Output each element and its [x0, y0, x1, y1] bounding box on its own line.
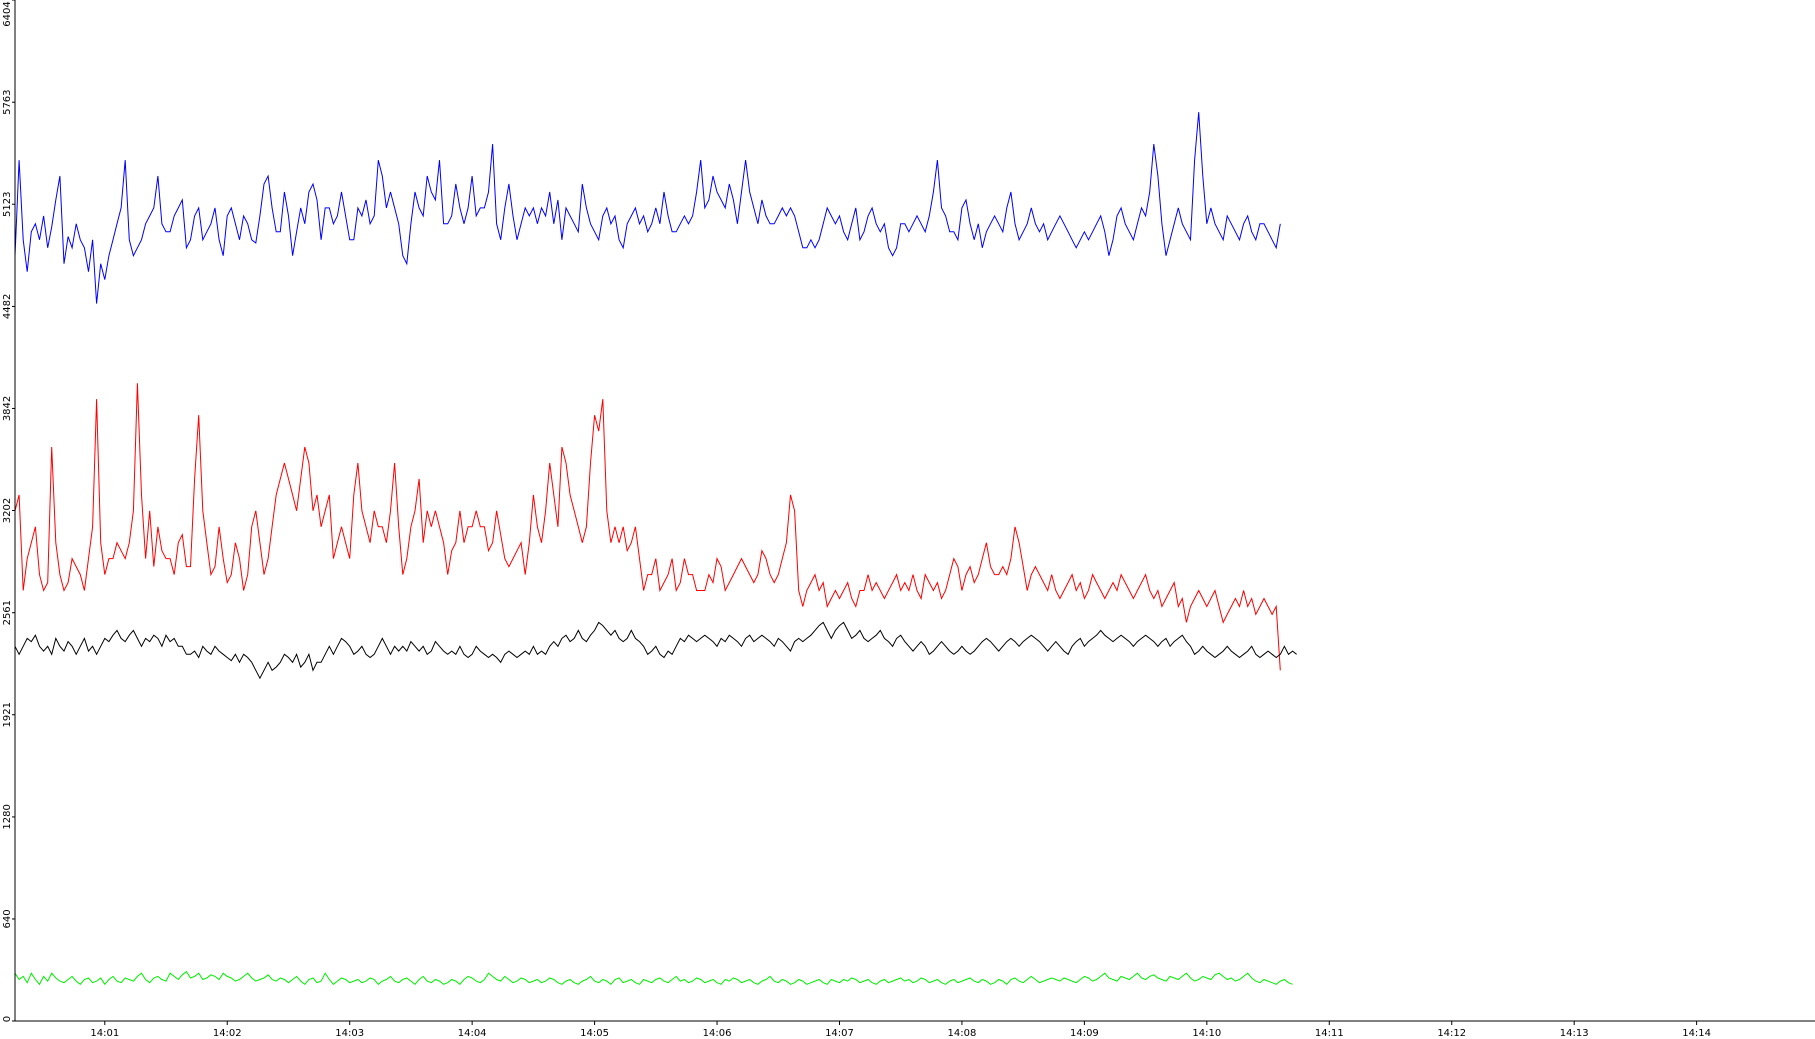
x-tick-label: 14:04	[458, 1028, 487, 1039]
y-tick-label: 6404	[2, 1, 13, 26]
series-line-1	[14, 112, 1281, 304]
y-tick-label: 640	[2, 909, 13, 928]
x-tick-label: 14:08	[948, 1028, 977, 1039]
axes-layer	[14, 0, 1815, 1022]
y-tick-label: 5763	[2, 89, 13, 114]
x-tick-label: 14:05	[580, 1028, 609, 1039]
x-tick-label: 14:14	[1682, 1028, 1711, 1039]
y-tick-label: 2561	[2, 600, 13, 625]
y-tick-label: 0	[2, 1016, 13, 1022]
series-line-3	[14, 621, 1297, 680]
x-tick-layer: 14:01 14:02 14:03 14:04 14:05 14:06 14:07 14:08…	[90, 1021, 1711, 1039]
y-tick-layer: 0 640 1280 1921 2561 3202 3842 4482 5123 5763 6404	[2, 0, 15, 1022]
y-tick-label: 1921	[2, 702, 13, 727]
series-layer	[14, 112, 1297, 986]
series-line-4	[14, 970, 1293, 986]
x-tick-label: 14:01	[90, 1028, 119, 1039]
series-line-2	[14, 383, 1281, 671]
x-tick-label: 14:13	[1560, 1028, 1589, 1039]
y-tick-label: 5123	[2, 192, 13, 217]
y-tick-label: 4482	[2, 294, 13, 319]
y-tick-label: 1280	[2, 804, 13, 829]
y-tick-label: 3842	[2, 396, 13, 421]
x-tick-label: 14:03	[335, 1028, 364, 1039]
y-tick-label: 3202	[2, 498, 13, 523]
x-tick-label: 14:11	[1315, 1028, 1344, 1039]
x-tick-label: 14:12	[1437, 1028, 1466, 1039]
x-tick-label: 14:07	[825, 1028, 854, 1039]
x-tick-label: 14:02	[213, 1028, 242, 1039]
x-tick-label: 14:06	[703, 1028, 732, 1039]
x-tick-label: 14:10	[1192, 1028, 1221, 1039]
x-tick-label: 14:09	[1070, 1028, 1099, 1039]
